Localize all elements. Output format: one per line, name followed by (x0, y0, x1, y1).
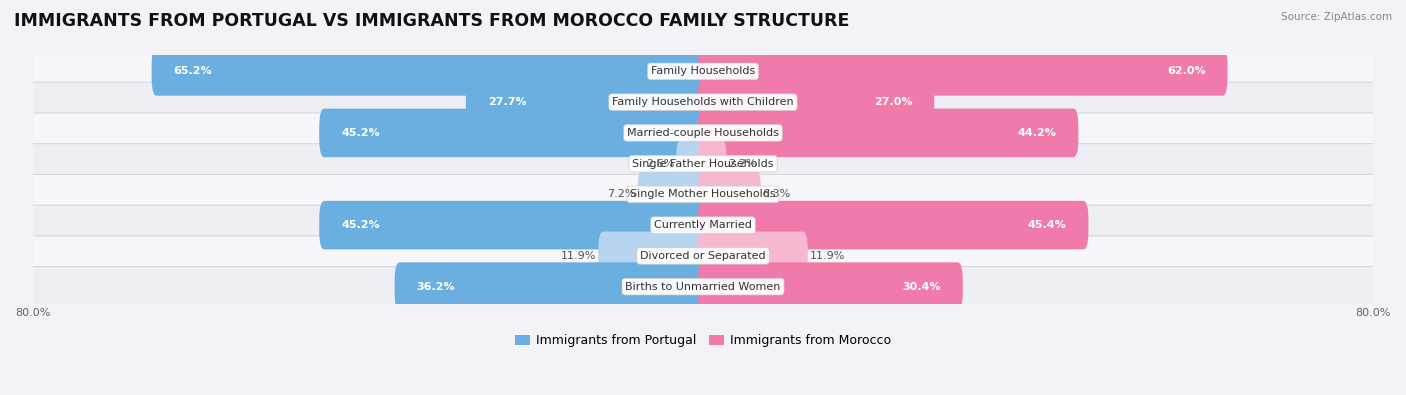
Text: 2.2%: 2.2% (728, 159, 756, 169)
Text: Divorced or Separated: Divorced or Separated (640, 251, 766, 261)
Text: Single Father Households: Single Father Households (633, 159, 773, 169)
Text: 11.9%: 11.9% (810, 251, 845, 261)
FancyBboxPatch shape (465, 78, 709, 126)
Text: Source: ZipAtlas.com: Source: ZipAtlas.com (1281, 12, 1392, 22)
FancyBboxPatch shape (22, 82, 1384, 122)
Text: 45.2%: 45.2% (342, 128, 380, 138)
FancyBboxPatch shape (697, 109, 1078, 157)
Text: Married-couple Households: Married-couple Households (627, 128, 779, 138)
FancyBboxPatch shape (697, 47, 1227, 96)
Text: Family Households with Children: Family Households with Children (612, 97, 794, 107)
FancyBboxPatch shape (22, 175, 1384, 214)
Text: 7.2%: 7.2% (607, 189, 636, 199)
Legend: Immigrants from Portugal, Immigrants from Morocco: Immigrants from Portugal, Immigrants fro… (510, 329, 896, 352)
FancyBboxPatch shape (22, 267, 1384, 307)
Text: 45.2%: 45.2% (342, 220, 380, 230)
FancyBboxPatch shape (319, 109, 709, 157)
Text: 36.2%: 36.2% (416, 282, 456, 292)
FancyBboxPatch shape (152, 47, 709, 96)
FancyBboxPatch shape (697, 262, 963, 311)
FancyBboxPatch shape (697, 170, 761, 219)
Text: 2.6%: 2.6% (647, 159, 675, 169)
FancyBboxPatch shape (319, 201, 709, 249)
FancyBboxPatch shape (697, 201, 1088, 249)
Text: 65.2%: 65.2% (173, 66, 212, 76)
FancyBboxPatch shape (697, 78, 934, 126)
Text: 62.0%: 62.0% (1167, 66, 1206, 76)
Text: Births to Unmarried Women: Births to Unmarried Women (626, 282, 780, 292)
Text: Family Households: Family Households (651, 66, 755, 76)
Text: 11.9%: 11.9% (561, 251, 596, 261)
Text: 6.3%: 6.3% (762, 189, 790, 199)
FancyBboxPatch shape (638, 170, 709, 219)
FancyBboxPatch shape (697, 231, 807, 280)
Text: Currently Married: Currently Married (654, 220, 752, 230)
FancyBboxPatch shape (599, 231, 709, 280)
Text: Single Mother Households: Single Mother Households (630, 189, 776, 199)
FancyBboxPatch shape (22, 205, 1384, 245)
FancyBboxPatch shape (22, 144, 1384, 184)
FancyBboxPatch shape (676, 139, 709, 188)
Text: 27.0%: 27.0% (875, 97, 912, 107)
FancyBboxPatch shape (22, 236, 1384, 276)
FancyBboxPatch shape (22, 51, 1384, 91)
FancyBboxPatch shape (697, 139, 727, 188)
Text: 45.4%: 45.4% (1028, 220, 1067, 230)
Text: 27.7%: 27.7% (488, 97, 526, 107)
Text: 44.2%: 44.2% (1018, 128, 1056, 138)
Text: IMMIGRANTS FROM PORTUGAL VS IMMIGRANTS FROM MOROCCO FAMILY STRUCTURE: IMMIGRANTS FROM PORTUGAL VS IMMIGRANTS F… (14, 12, 849, 30)
FancyBboxPatch shape (395, 262, 709, 311)
FancyBboxPatch shape (22, 113, 1384, 153)
Text: 30.4%: 30.4% (903, 282, 941, 292)
